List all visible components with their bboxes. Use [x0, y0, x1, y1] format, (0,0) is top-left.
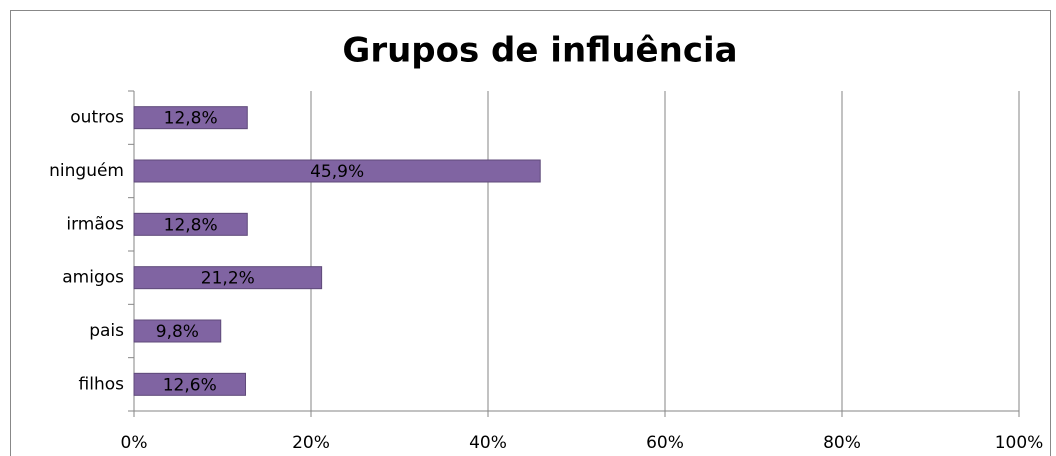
bar [133, 212, 248, 236]
value-label: 9,8% [156, 322, 199, 342]
x-tick-label: 60% [646, 433, 684, 453]
x-tick-label: 40% [469, 433, 507, 453]
y-tick-label: amigos [62, 268, 124, 288]
x-tick-label: 100% [995, 433, 1044, 453]
value-label: 21,2% [201, 269, 255, 289]
bar [133, 372, 247, 396]
bar [133, 319, 222, 343]
value-label: 12,6% [163, 375, 217, 395]
y-tick-label: irmãos [66, 214, 124, 234]
bar [133, 159, 541, 183]
value-label: 45,9% [310, 162, 364, 182]
y-tick-label: pais [89, 321, 124, 341]
value-label: 12,8% [164, 109, 218, 129]
chart-title: Grupos de influência [342, 31, 737, 71]
bar [133, 266, 323, 290]
y-tick-label: outros [70, 108, 124, 128]
y-tick-label: ninguém [49, 161, 124, 181]
bar [133, 106, 248, 130]
x-tick-label: 20% [292, 433, 330, 453]
y-tick-label: filhos [79, 374, 125, 394]
x-tick-label: 80% [823, 433, 861, 453]
x-tick-label: 0% [121, 433, 148, 453]
value-label: 12,8% [164, 215, 218, 235]
